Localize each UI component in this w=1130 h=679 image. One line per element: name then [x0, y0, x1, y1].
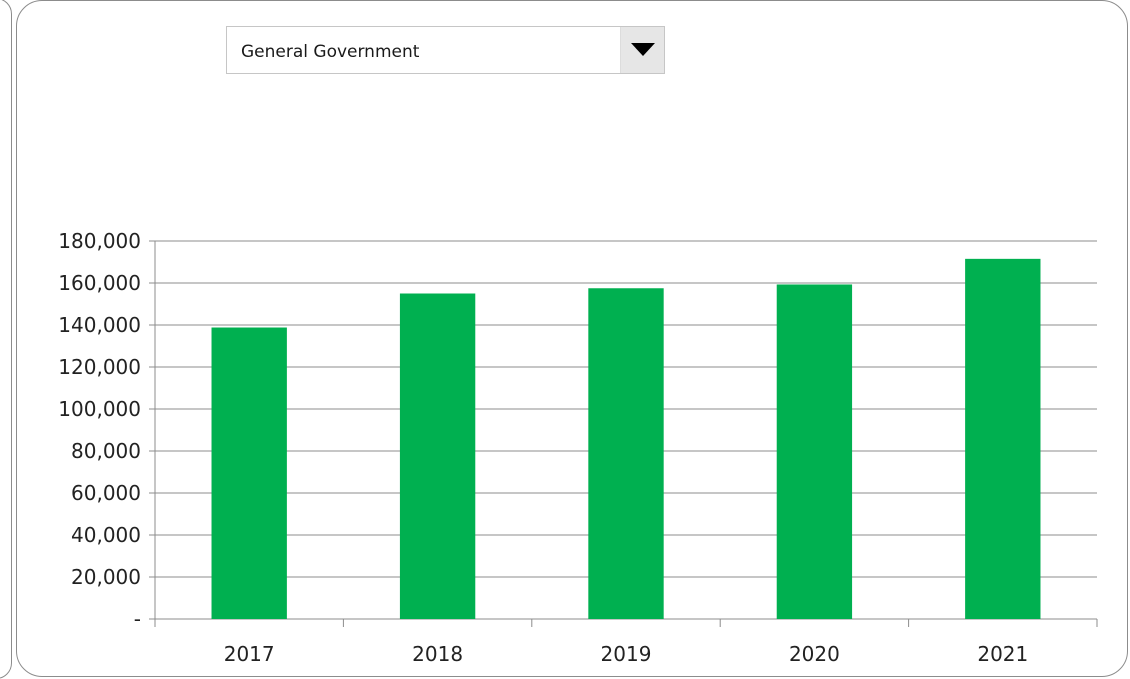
y-tick-label: 40,000	[71, 523, 141, 547]
y-tick-label: 60,000	[71, 481, 141, 505]
y-tick-label: 140,000	[58, 313, 141, 337]
dropdown-selected-value: General Government	[241, 42, 420, 62]
y-tick-label: 100,000	[58, 397, 141, 421]
y-tick-label: 180,000	[58, 229, 141, 253]
bar-2017	[211, 327, 287, 619]
x-tick-label: 2021	[977, 642, 1028, 666]
dropdown-toggle-button[interactable]	[620, 27, 664, 73]
y-tick-label: -	[134, 607, 141, 631]
bar-2018	[399, 293, 476, 619]
y-tick-label: 80,000	[71, 439, 141, 463]
bar-2020	[776, 284, 853, 619]
y-tick-label: 160,000	[58, 271, 141, 295]
x-tick-label: 2019	[601, 642, 652, 666]
chart-panel	[16, 0, 1128, 677]
y-tick-label: 20,000	[71, 565, 141, 589]
bar-2021	[965, 258, 1041, 619]
bar-2019	[588, 288, 664, 619]
chevron-down-icon	[631, 43, 655, 56]
sector-dropdown[interactable]: General Government	[226, 26, 665, 74]
y-tick-label: 120,000	[58, 355, 141, 379]
x-tick-label: 2020	[789, 642, 840, 666]
x-tick-label: 2017	[224, 642, 275, 666]
x-tick-label: 2018	[412, 642, 463, 666]
